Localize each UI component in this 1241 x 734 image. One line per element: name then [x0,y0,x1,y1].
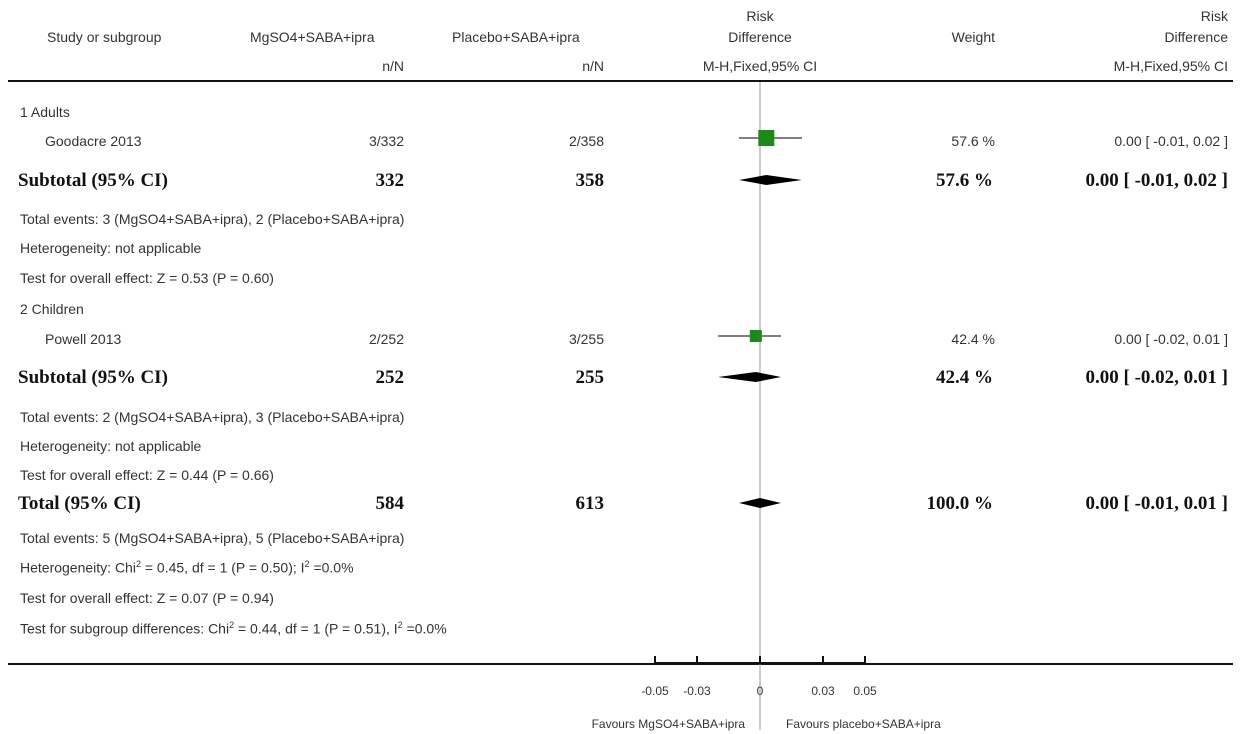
overall-effect-adults: Test for overall effect: Z = 0.53 (P = 0… [20,270,274,286]
subtotal-label-children: Subtotal (95% CI) [18,367,168,388]
header-treatment: MgSO4+SABA+ipra [250,29,375,45]
header-rd2-line2: Difference [1164,29,1228,45]
x-tick-label-0: -0.05 [641,684,669,698]
x-tick-label-3: 0.03 [811,684,835,698]
total-label: Total (95% CI) [18,493,141,514]
footer-rule [8,663,1233,665]
subtotal-control-children: 255 [575,367,605,388]
study-name-powell: Powell 2013 [45,331,122,347]
header-control: Placebo+SABA+ipra [452,29,580,45]
diamond-0 [739,175,802,185]
study-ci-goodacre: 0.00 [ -0.01, 0.02 ] [1114,133,1228,149]
total-treat: 584 [375,493,405,514]
header-nN-treatment: n/N [382,58,404,74]
subtotal-label-adults: Subtotal (95% CI) [18,170,168,191]
heterogeneity-children: Heterogeneity: not applicable [20,438,202,454]
x-tick-label-1: -0.03 [683,684,711,698]
x-tick-label-4: 0.05 [853,684,877,698]
events-children: Total events: 2 (MgSO4+SABA+ipra), 3 (Pl… [20,409,405,425]
study-weight-goodacre: 57.6 % [951,133,995,149]
header-rd2-line1: Risk [1200,8,1228,24]
subgroup-differences: Test for subgroup differences: Chi2 = 0.… [20,620,447,637]
favours-left-label: Favours MgSO4+SABA+ipra [591,717,745,731]
header-weight: Weight [951,29,995,45]
group-label-children: 2 Children [20,301,84,317]
total-events: Total events: 5 (MgSO4+SABA+ipra), 5 (Pl… [20,530,405,546]
header-study: Study or subgroup [47,29,162,45]
group-label-adults: 1 Adults [20,104,70,120]
header-rd-line2: Difference [728,29,792,45]
total-heterogeneity: Heterogeneity: Chi2 = 0.45, df = 1 (P = … [20,559,354,576]
header-rd-line1: Risk [746,8,774,24]
overall-effect-children: Test for overall effect: Z = 0.44 (P = 0… [20,467,274,483]
subtotal-ci-adults: 0.00 [ -0.01, 0.02 ] [1085,170,1228,191]
total-overall-effect: Test for overall effect: Z = 0.07 (P = 0… [20,590,274,606]
subtotal-ci-children: 0.00 [ -0.02, 0.01 ] [1085,367,1228,388]
header-rule [8,80,1233,82]
header-method: M-H,Fixed,95% CI [702,58,818,74]
study-treat-goodacre: 3/332 [368,133,404,149]
favours-right-label: Favours placebo+SABA+ipra [786,717,941,731]
study-weight-powell: 42.4 % [951,331,995,347]
total-control: 613 [575,493,605,514]
study-treat-powell: 2/252 [368,331,404,347]
diamond-1 [718,372,781,382]
subtotal-control-adults: 358 [575,170,605,191]
study-control-goodacre: 2/358 [568,133,604,149]
study-box-0 [758,130,775,146]
total-ci: 0.00 [ -0.01, 0.01 ] [1085,493,1228,514]
x-tick-label-2: 0 [756,684,764,698]
diamond-2 [739,498,781,508]
study-box-1 [749,330,762,342]
study-ci-powell: 0.00 [ -0.02, 0.01 ] [1114,331,1228,347]
events-adults: Total events: 3 (MgSO4+SABA+ipra), 2 (Pl… [20,211,405,227]
subtotal-treat-children: 252 [375,367,405,388]
study-name-goodacre: Goodacre 2013 [45,133,142,149]
total-weight: 100.0 % [926,493,994,514]
header-method2: M-H,Fixed,95% CI [1113,58,1228,74]
header-nN-control: n/N [582,58,604,74]
heterogeneity-adults: Heterogeneity: not applicable [20,240,202,256]
subtotal-weight-children: 42.4 % [936,367,993,388]
subtotal-weight-adults: 57.6 % [936,170,993,191]
study-control-powell: 3/255 [568,331,604,347]
subtotal-treat-adults: 332 [375,170,405,191]
